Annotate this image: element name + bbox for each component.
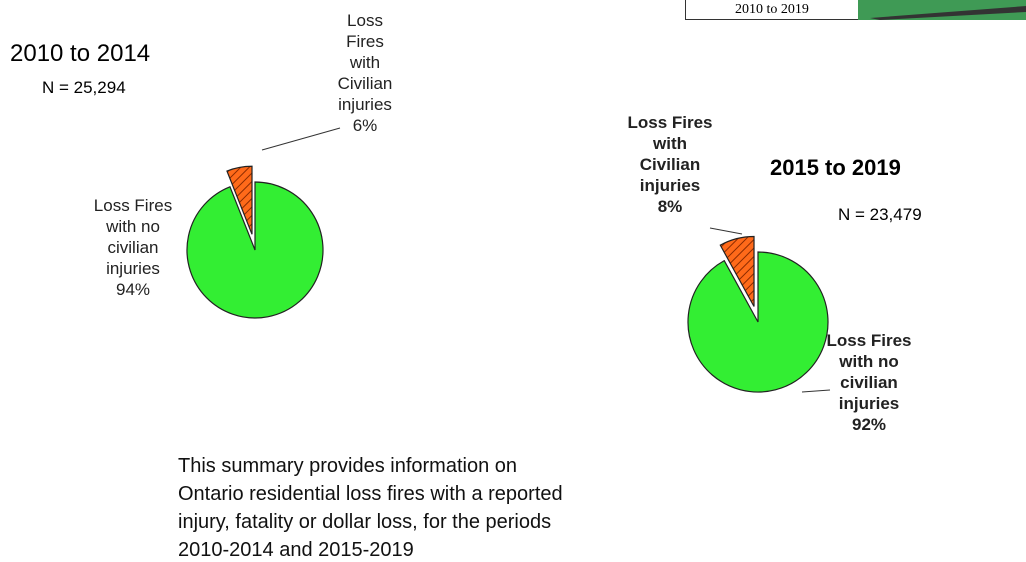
summary-line: 2010-2014 and 2015-2019 xyxy=(178,536,563,562)
summary-line: This summary provides information on xyxy=(178,452,563,480)
slice-category: Loss Fires with no civilian injuries xyxy=(90,195,176,279)
leader-line xyxy=(710,228,742,234)
slice-value-label: 6% xyxy=(330,115,400,136)
summary-line: injury, fatality or dollar loss, for the… xyxy=(178,508,563,536)
summary-line: Ontario residential loss fires with a re… xyxy=(178,480,563,508)
page: 2010 to 2019 This summary provides infor… xyxy=(0,0,1026,562)
slice-value-label: 92% xyxy=(826,414,912,435)
pie-slice xyxy=(187,182,323,318)
slice-category: Loss Fires with Civilian injuries xyxy=(330,10,400,115)
slice-category: Loss Fires with Civilian injuries xyxy=(622,112,718,196)
chart-title: 2010 to 2014 xyxy=(10,40,150,68)
chart-subtitle: N = 23,479 xyxy=(838,205,922,225)
pie-slice xyxy=(688,252,828,392)
slice-category: Loss Fires with no civilian injuries xyxy=(826,330,912,414)
slice-value-label: 8% xyxy=(622,196,718,217)
leader-line xyxy=(262,128,340,150)
slice-value-label: 94% xyxy=(90,279,176,300)
chart-title: 2015 to 2019 xyxy=(770,155,901,181)
chart-subtitle: N = 25,294 xyxy=(42,78,126,98)
